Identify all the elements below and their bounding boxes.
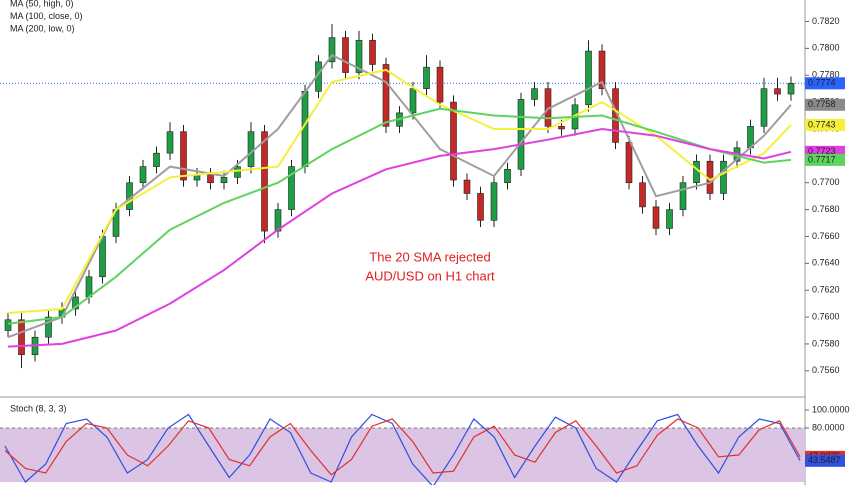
y-tick-label: 0.7820 (812, 16, 840, 26)
y-tick-label: 0.7560 (812, 365, 840, 375)
candle-body (558, 125, 565, 130)
annotation: The 20 SMA rejected (369, 249, 490, 264)
line-series (7, 107, 792, 325)
candle-body (153, 152, 160, 167)
candle-body (531, 88, 538, 100)
line-series (4, 418, 801, 476)
candle-body (369, 40, 376, 65)
candle-body (166, 131, 174, 154)
candle-body (261, 131, 268, 232)
price-label: 0.7717 (808, 154, 836, 164)
y-tick-label: 100.0000 (812, 404, 850, 414)
candle-body (85, 276, 93, 298)
candle-body (328, 37, 336, 63)
candle-body (355, 40, 363, 73)
candle-body (639, 182, 646, 208)
price-label: 0.7743 (808, 119, 836, 129)
line-series (4, 413, 801, 485)
y-tick-label: 0.7640 (812, 258, 840, 268)
y-tick-label: 0.7660 (812, 231, 840, 241)
candle-body (720, 160, 727, 194)
candle-body (247, 131, 255, 167)
candle-body (598, 50, 606, 89)
candle-body (760, 88, 768, 127)
stoch-band (0, 428, 805, 483)
price-label-box (805, 98, 845, 111)
stoch-title: Stoch (8, 3, 3) (10, 403, 67, 413)
price-label-box (805, 153, 845, 166)
candle-body (490, 182, 498, 221)
price-label: 43.5487 (808, 455, 841, 465)
candle-body (504, 168, 511, 184)
candle-body (693, 160, 700, 184)
candle-body (477, 193, 484, 221)
candle-body (288, 166, 295, 210)
candle-body (436, 66, 444, 103)
price-label-box (805, 454, 845, 467)
candle-body (4, 319, 12, 331)
legend-entry: MA (100, close, 0) (10, 11, 83, 21)
line-series (7, 127, 792, 348)
price-label-box (805, 118, 845, 131)
price-label-box (805, 77, 845, 90)
candle-body (450, 101, 457, 181)
candle-body (382, 64, 390, 127)
candle-body (18, 319, 25, 355)
candle-body (787, 82, 795, 95)
price-label: 0.7723 (808, 146, 836, 156)
y-tick-label: 0.7580 (812, 338, 840, 348)
y-tick-label: 0.7700 (812, 177, 840, 187)
price-label: 0.7774 (808, 78, 836, 88)
candle-body (625, 142, 633, 184)
price-label: 0.7758 (808, 99, 836, 109)
candle-body (652, 206, 660, 229)
y-tick-label: 0.7780 (812, 70, 840, 80)
y-tick-label: 0.7620 (812, 285, 840, 295)
candle-body (220, 177, 228, 184)
candle-body (72, 296, 79, 310)
candle-body (234, 166, 241, 178)
y-tick-label: 0.7680 (812, 204, 840, 214)
candle-body (45, 316, 52, 338)
candle-body (679, 182, 687, 210)
candle-body (274, 209, 282, 232)
legend-entry: MA (50, high, 0) (10, 0, 74, 8)
candle-body (666, 209, 673, 229)
annotation: AUD/USD on H1 chart (365, 268, 495, 283)
candle-body (409, 88, 417, 114)
y-tick-label: 0.7800 (812, 43, 840, 53)
candle-body (423, 66, 430, 89)
y-tick-label: 0.7600 (812, 311, 840, 321)
candle-body (207, 174, 214, 184)
candle-body (517, 99, 525, 170)
line-series (7, 68, 792, 314)
candle-body (180, 131, 187, 181)
candle-body (774, 88, 781, 95)
candle-body (463, 179, 471, 194)
legend-entry: MA (200, low, 0) (10, 23, 75, 33)
y-tick-label: 80.0000 (812, 422, 845, 432)
candle-body (342, 37, 349, 73)
candle-body (139, 166, 147, 184)
candle-body (585, 50, 592, 106)
